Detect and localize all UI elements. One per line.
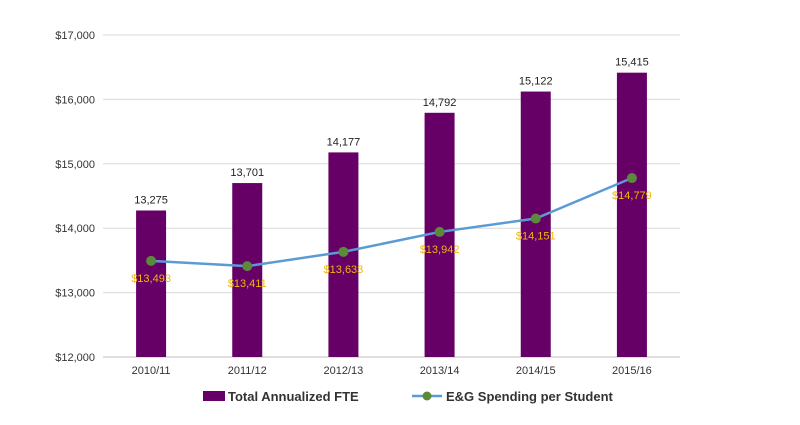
point-value-label: $14,779: [612, 190, 652, 202]
y-tick-label: $14,000: [55, 223, 95, 235]
x-tick-label: 2015/16: [612, 365, 652, 377]
bar-labels: 13,275 13,701 14,177 14,792 15,122 15,415: [134, 57, 648, 207]
bars: [136, 72, 647, 357]
line-series: [146, 173, 637, 272]
bar: [520, 91, 551, 357]
bar-value-label: 15,415: [615, 57, 649, 69]
line-point: [434, 226, 445, 237]
y-axis-ticks: $12,000 $13,000 $14,000 $15,000 $16,000 $17,0…: [55, 30, 95, 364]
legend-marker-line: [422, 391, 432, 401]
legend: Total Annualized FTE E&G Spending per St…: [203, 389, 614, 404]
point-value-label: $13,493: [131, 273, 171, 285]
y-tick-label: $13,000: [55, 288, 95, 300]
y-tick-label: $15,000: [55, 159, 95, 171]
bar-value-label: 13,275: [134, 194, 168, 206]
x-tick-label: 2013/14: [420, 365, 460, 377]
legend-label-line: E&G Spending per Student: [446, 389, 614, 404]
point-labels: $13,493 $13,411 $13,633 $13,942 $14,151 $14,7…: [131, 190, 652, 290]
bar-value-label: 14,177: [327, 136, 361, 148]
y-tick-label: $16,000: [55, 94, 95, 106]
line-point: [146, 255, 157, 266]
line-point: [626, 173, 637, 184]
x-axis-ticks: 2010/11 2011/12 2012/13 2013/14 2014/15 2015/…: [132, 365, 652, 377]
x-tick-label: 2014/15: [516, 365, 556, 377]
point-value-label: $13,633: [324, 264, 364, 276]
point-value-label: $14,151: [516, 230, 556, 242]
line-point: [338, 246, 349, 257]
legend-label-bar: Total Annualized FTE: [228, 389, 359, 404]
bar-value-label: 13,701: [230, 167, 264, 179]
series-line: [151, 176, 633, 268]
bar: [616, 72, 647, 357]
gridlines: [103, 34, 680, 358]
x-tick-label: 2012/13: [324, 365, 364, 377]
line-point: [242, 261, 253, 272]
bar-value-label: 14,792: [423, 97, 457, 109]
line-point: [530, 213, 541, 224]
bar: [136, 210, 167, 357]
y-tick-label: $17,000: [55, 30, 95, 42]
point-value-label: $13,942: [420, 244, 460, 256]
bar-value-label: 15,122: [519, 76, 553, 88]
legend-swatch-bar: [203, 391, 225, 401]
x-tick-label: 2011/12: [228, 365, 267, 377]
y-tick-label: $12,000: [55, 352, 95, 364]
point-value-label: $13,411: [228, 278, 267, 290]
x-tick-label: 2010/11: [132, 365, 171, 377]
